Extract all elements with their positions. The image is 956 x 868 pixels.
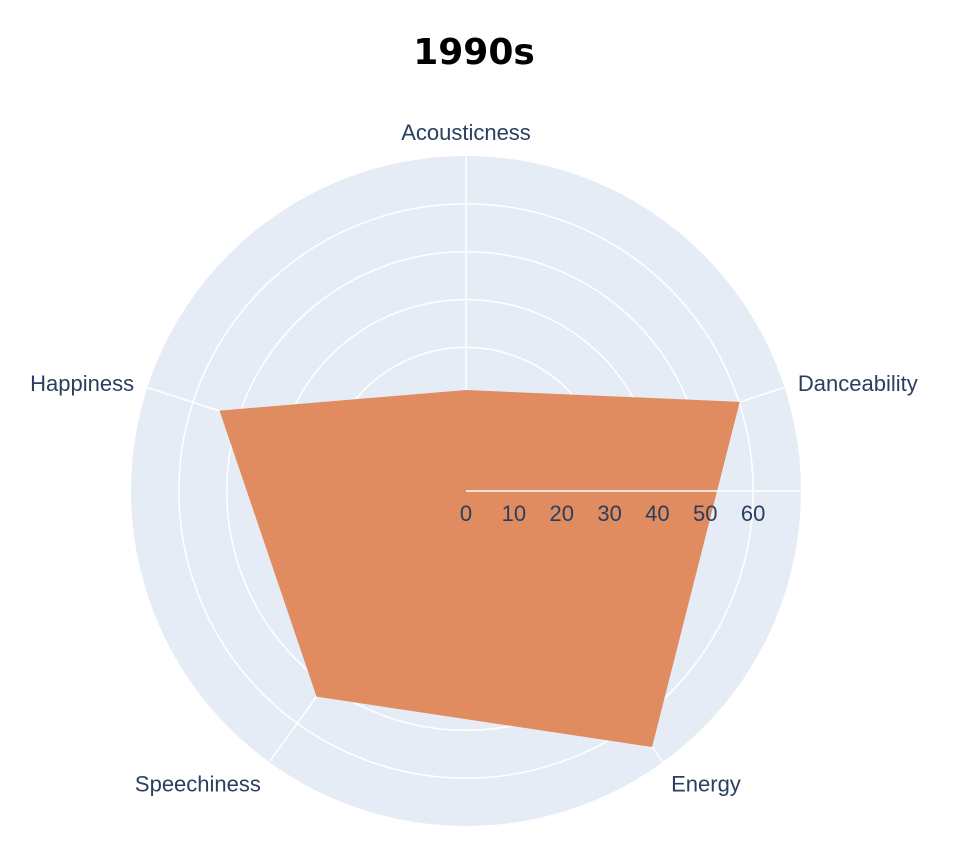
series-layer xyxy=(219,389,740,748)
radial-tick-label-0: 0 xyxy=(460,501,472,526)
axis-label-speechiness: Speechiness xyxy=(135,771,261,796)
axis-label-danceability: Danceability xyxy=(798,371,918,396)
radial-tick-label-60: 60 xyxy=(741,501,765,526)
series-area-0 xyxy=(219,389,740,748)
radial-tick-label-20: 20 xyxy=(549,501,573,526)
axis-label-energy: Energy xyxy=(671,771,741,796)
radial-tick-labels: 0 10 20 30 40 50 60 xyxy=(460,501,765,526)
axis-label-acousticness: Acousticness xyxy=(401,120,531,145)
radial-tick-label-40: 40 xyxy=(645,501,669,526)
chart-title: 1990s xyxy=(413,32,535,73)
axis-label-happiness: Happiness xyxy=(30,371,134,396)
radial-tick-label-50: 50 xyxy=(693,501,717,526)
radial-tick-label-30: 30 xyxy=(597,501,621,526)
radial-tick-label-10: 10 xyxy=(502,501,526,526)
angular-axis-labels: Acousticness Danceability Energy Speechines… xyxy=(30,120,918,796)
